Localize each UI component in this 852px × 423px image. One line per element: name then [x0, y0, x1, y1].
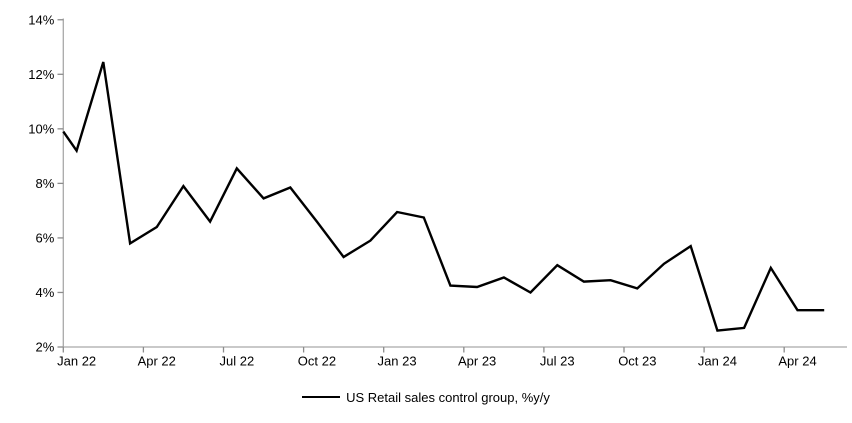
x-axis-label: Apr 23	[458, 354, 496, 369]
legend-line-sample	[302, 396, 341, 398]
x-axis-label: Jan 22	[57, 354, 96, 369]
y-axis-label: 2%	[36, 340, 55, 355]
legend-series-label: US Retail sales control group, %y/y	[346, 389, 550, 405]
y-axis-label: 12%	[28, 67, 54, 82]
y-axis-label: 8%	[36, 176, 55, 191]
y-axis-label: 14%	[28, 12, 54, 27]
x-axis-label: Jul 22	[219, 354, 254, 369]
x-axis-label: Jul 23	[540, 354, 575, 369]
series-polyline	[62, 61, 825, 332]
x-axis-label: Oct 23	[618, 354, 656, 369]
chart-legend: US Retail sales control group, %y/y	[0, 388, 852, 406]
y-axis-label: 10%	[28, 121, 54, 136]
x-axis-label: Apr 22	[138, 354, 176, 369]
x-axis-label: Jan 23	[378, 354, 417, 369]
x-axis-label: Apr 24	[778, 354, 816, 369]
x-axis-label: Oct 22	[298, 354, 336, 369]
y-axis-label: 6%	[36, 230, 55, 245]
y-axis-label: 4%	[36, 285, 55, 300]
x-axis-label: Jan 24	[698, 354, 737, 369]
